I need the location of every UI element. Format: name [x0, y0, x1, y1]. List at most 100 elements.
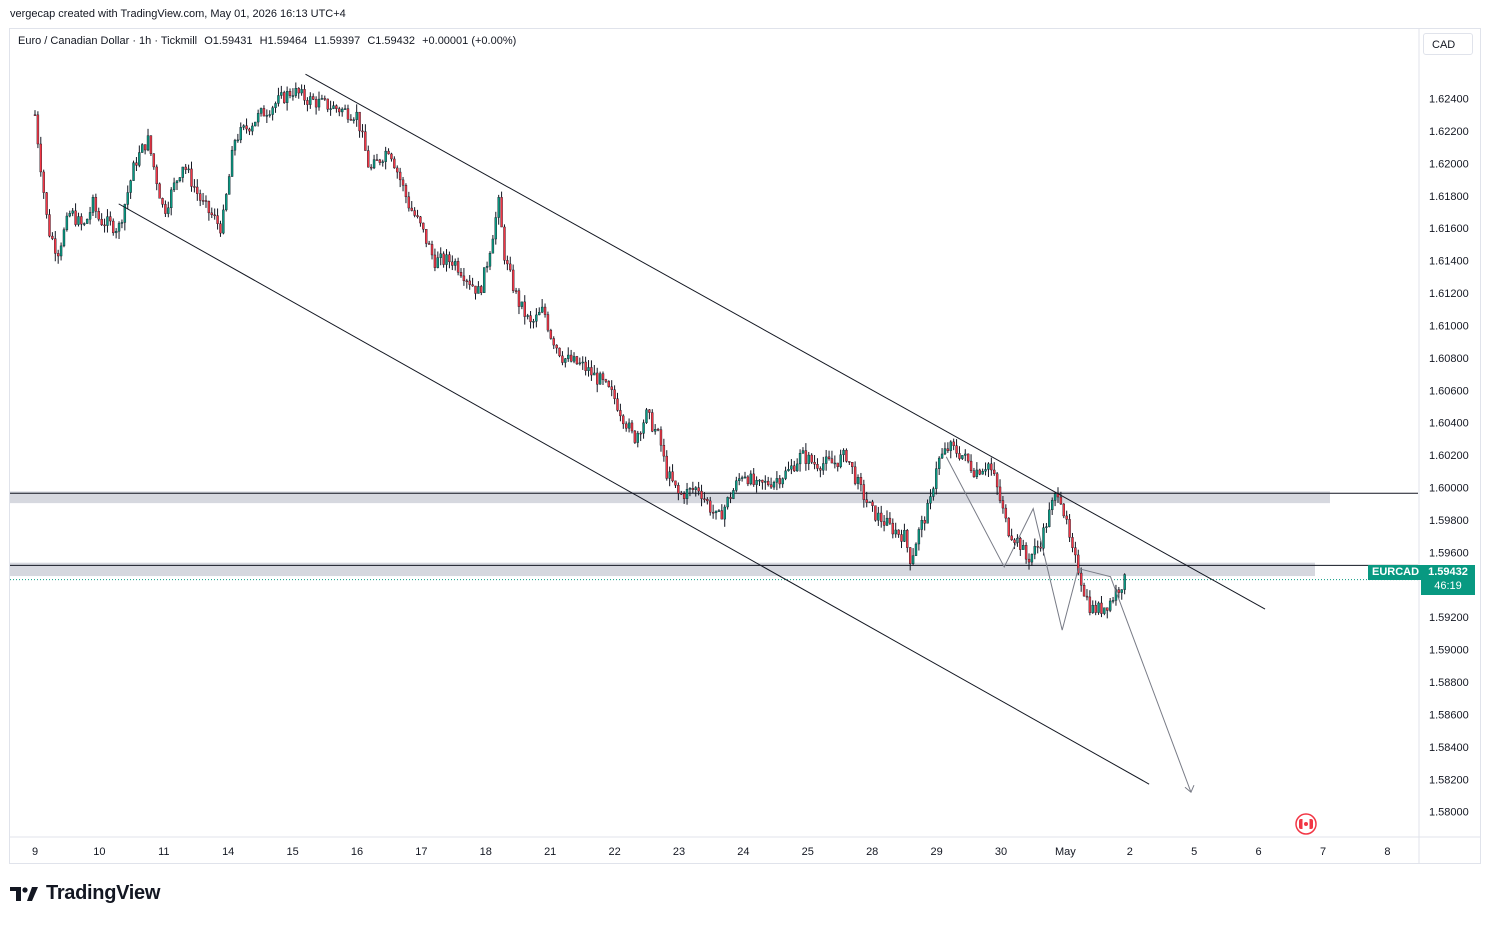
candle-body [184, 166, 187, 170]
candle-body [969, 460, 973, 471]
candle-body [141, 144, 144, 153]
candle-body [245, 125, 248, 130]
candle-body [1106, 607, 1109, 611]
time-tick-label: 16 [351, 846, 363, 858]
candle-body [361, 130, 364, 133]
candle-body [824, 456, 828, 464]
candle-body [80, 216, 83, 225]
candle-body [100, 218, 103, 226]
candle-body [1027, 558, 1031, 563]
candle-body [306, 100, 309, 105]
candle-body [338, 108, 341, 113]
candle-body [135, 162, 138, 166]
candle-body [91, 197, 95, 213]
candle-body [627, 422, 631, 429]
support-resistance-zones [10, 491, 1418, 581]
tradingview-logo-icon [10, 886, 38, 901]
candle-body [51, 235, 54, 239]
watermark-caption: vergecap created with TradingView.com, M… [10, 8, 346, 20]
candle-body [714, 510, 718, 514]
candle-body [564, 358, 567, 363]
candle-body [1088, 596, 1092, 613]
candle-body [332, 105, 335, 109]
legend-open: O1.59431 [204, 35, 253, 47]
candle-body [1071, 537, 1074, 548]
candle-body [471, 284, 474, 287]
candle-body [500, 197, 503, 228]
candle-body [1053, 493, 1057, 501]
candle-body [859, 477, 863, 485]
time-axis: 9 10 11 14 15 16 17 18 21 22 23 24 25 28 29 30 May 2 5 6 7 8 [10, 836, 1480, 858]
time-tick-label: 11 [158, 846, 169, 858]
candle-body [129, 180, 132, 193]
candle-body [465, 280, 469, 283]
candle-body [842, 449, 845, 456]
candle-body [291, 95, 295, 97]
candle-body [312, 96, 315, 100]
candle-body [369, 166, 373, 169]
candle-body [949, 441, 952, 451]
candle-body [1103, 607, 1106, 614]
candle-body [120, 222, 124, 224]
candle-body [175, 180, 179, 184]
candle-body [833, 462, 837, 465]
candle-body [726, 497, 729, 508]
canada-flag-icon [1295, 813, 1317, 835]
candle-body [845, 449, 848, 462]
candle-body [688, 488, 692, 490]
candle-body [1111, 600, 1115, 602]
candle-body [543, 306, 547, 315]
candle-body [630, 422, 634, 432]
candle-body [937, 457, 941, 469]
candle-body [906, 530, 909, 548]
candle-body [309, 96, 312, 105]
price-tick-label: 1.58600 [1429, 709, 1469, 721]
candle-body [317, 98, 321, 108]
candle-body [390, 153, 393, 160]
candle-body [966, 453, 970, 462]
candle-body [795, 463, 799, 472]
candle-body [225, 194, 228, 211]
candle-body [364, 131, 367, 151]
currency-selector[interactable]: CAD [1423, 33, 1473, 55]
price-tick-label: 1.59600 [1429, 547, 1469, 559]
candle-body [161, 198, 164, 205]
candle-body [998, 486, 1002, 501]
tradingview-logo[interactable]: TradingView [10, 882, 160, 905]
candle-body [555, 344, 558, 349]
candle-body [207, 200, 211, 214]
candle-body [691, 488, 695, 490]
candle-body [885, 517, 889, 526]
candle-body [572, 356, 576, 362]
candle-body [393, 158, 396, 169]
candle-body [242, 125, 245, 128]
candle-body [961, 455, 964, 459]
projection-path [945, 456, 1192, 793]
candle-body [167, 207, 170, 214]
candle-body [659, 429, 663, 446]
candle-body [558, 347, 561, 357]
candle-body [694, 487, 697, 490]
candle-body [196, 186, 199, 194]
candle-body [439, 253, 442, 258]
candle-body [346, 108, 350, 120]
time-tick-label: 30 [995, 846, 1007, 858]
candle-body [955, 445, 958, 454]
chart-frame[interactable] [9, 28, 1481, 864]
candle-body [283, 92, 286, 103]
candle-body [427, 243, 431, 245]
candle-body [598, 373, 602, 385]
candle-body [746, 476, 750, 485]
candle-body [114, 231, 118, 234]
candle-body [616, 398, 619, 411]
candle-body [793, 465, 796, 472]
candle-body [908, 547, 912, 564]
candle-body [651, 412, 654, 432]
candle-body [297, 88, 300, 94]
candle-body [509, 263, 512, 271]
candle-body [624, 423, 628, 429]
candle-body [680, 493, 683, 495]
candle-body [155, 166, 158, 185]
candle-body [477, 286, 480, 294]
